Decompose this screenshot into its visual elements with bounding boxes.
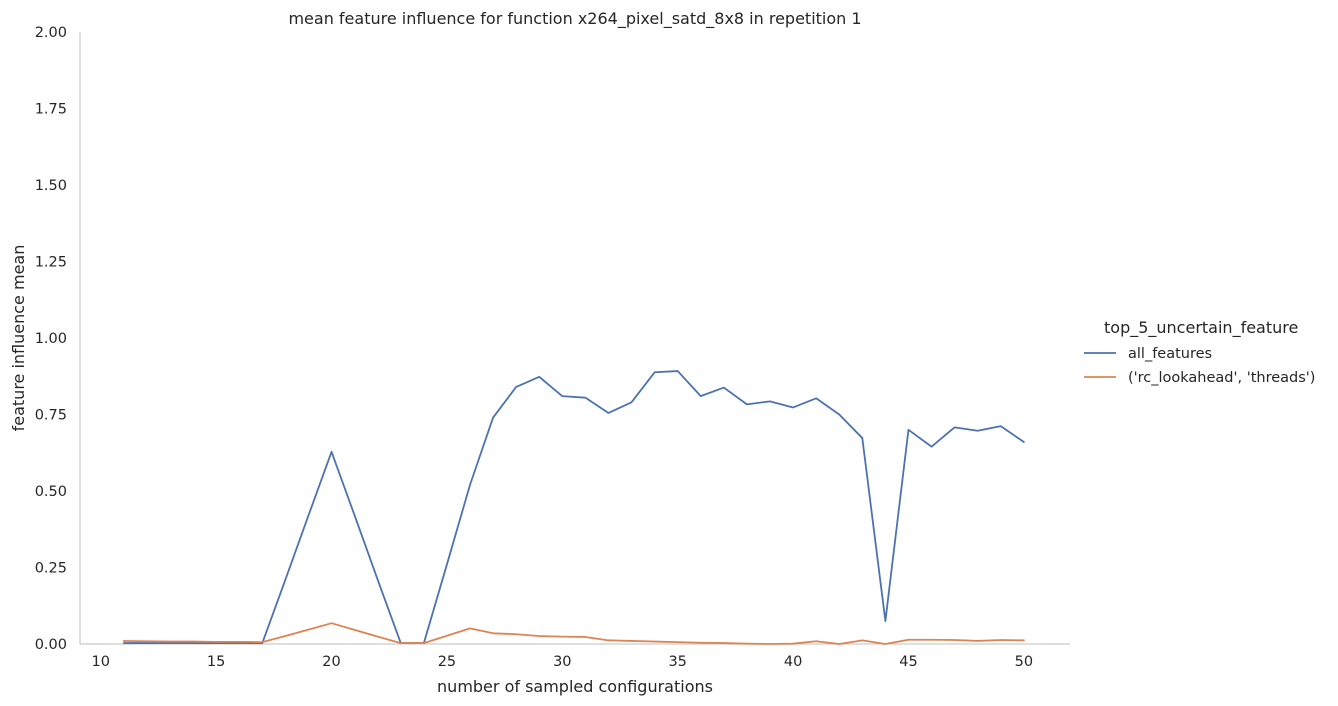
- series-line-rc-lookahead-threads: [122, 622, 1025, 645]
- y-tick-label: 1.25: [35, 255, 67, 271]
- series-layer: [122, 370, 1025, 645]
- y-tick-label: 0.50: [35, 484, 67, 500]
- x-tick-label: 40: [784, 654, 802, 670]
- legend-label: ('rc_lookahead', 'threads'): [1128, 370, 1315, 386]
- y-tick-label: 0.25: [35, 561, 67, 577]
- x-tick-label: 30: [553, 654, 571, 670]
- y-tick-label: 1.00: [35, 331, 67, 347]
- y-tick-label: 0.00: [35, 637, 67, 653]
- x-tick-label: 15: [207, 654, 225, 670]
- y-ticks: 0.00 0.25 0.50 0.75 1.00 1.25 1.50 1.75 2.00: [35, 25, 67, 653]
- chart-title: mean feature influence for function x264…: [288, 9, 861, 29]
- x-tick-label: 45: [899, 654, 917, 670]
- y-tick-label: 1.75: [35, 102, 67, 118]
- y-tick-label: 2.00: [35, 25, 67, 41]
- legend-items: all_features ('rc_lookahead', 'threads'): [1084, 346, 1315, 386]
- axes: 10 15 20 25 30 35 40 45 50 0.00 0.25 0.50 0.75 1.00 1…: [35, 25, 1070, 670]
- x-tick-label: 20: [322, 654, 340, 670]
- x-ticks: 10 15 20 25 30 35 40 45 50: [92, 654, 1034, 670]
- x-tick-label: 25: [438, 654, 456, 670]
- series-line-all-features: [122, 370, 1025, 644]
- legend: top_5_uncertain_feature all_features ('rc…: [1084, 318, 1315, 386]
- y-tick-label: 1.50: [35, 178, 67, 194]
- legend-title: top_5_uncertain_feature: [1104, 318, 1298, 338]
- y-axis-label: feature influence mean: [9, 245, 28, 432]
- x-tick-label: 35: [668, 654, 686, 670]
- legend-label: all_features: [1128, 346, 1212, 362]
- x-tick-label: 10: [92, 654, 110, 670]
- x-tick-label: 50: [1015, 654, 1033, 670]
- y-tick-label: 0.75: [35, 408, 67, 424]
- x-axis-label: number of sampled configurations: [437, 677, 713, 696]
